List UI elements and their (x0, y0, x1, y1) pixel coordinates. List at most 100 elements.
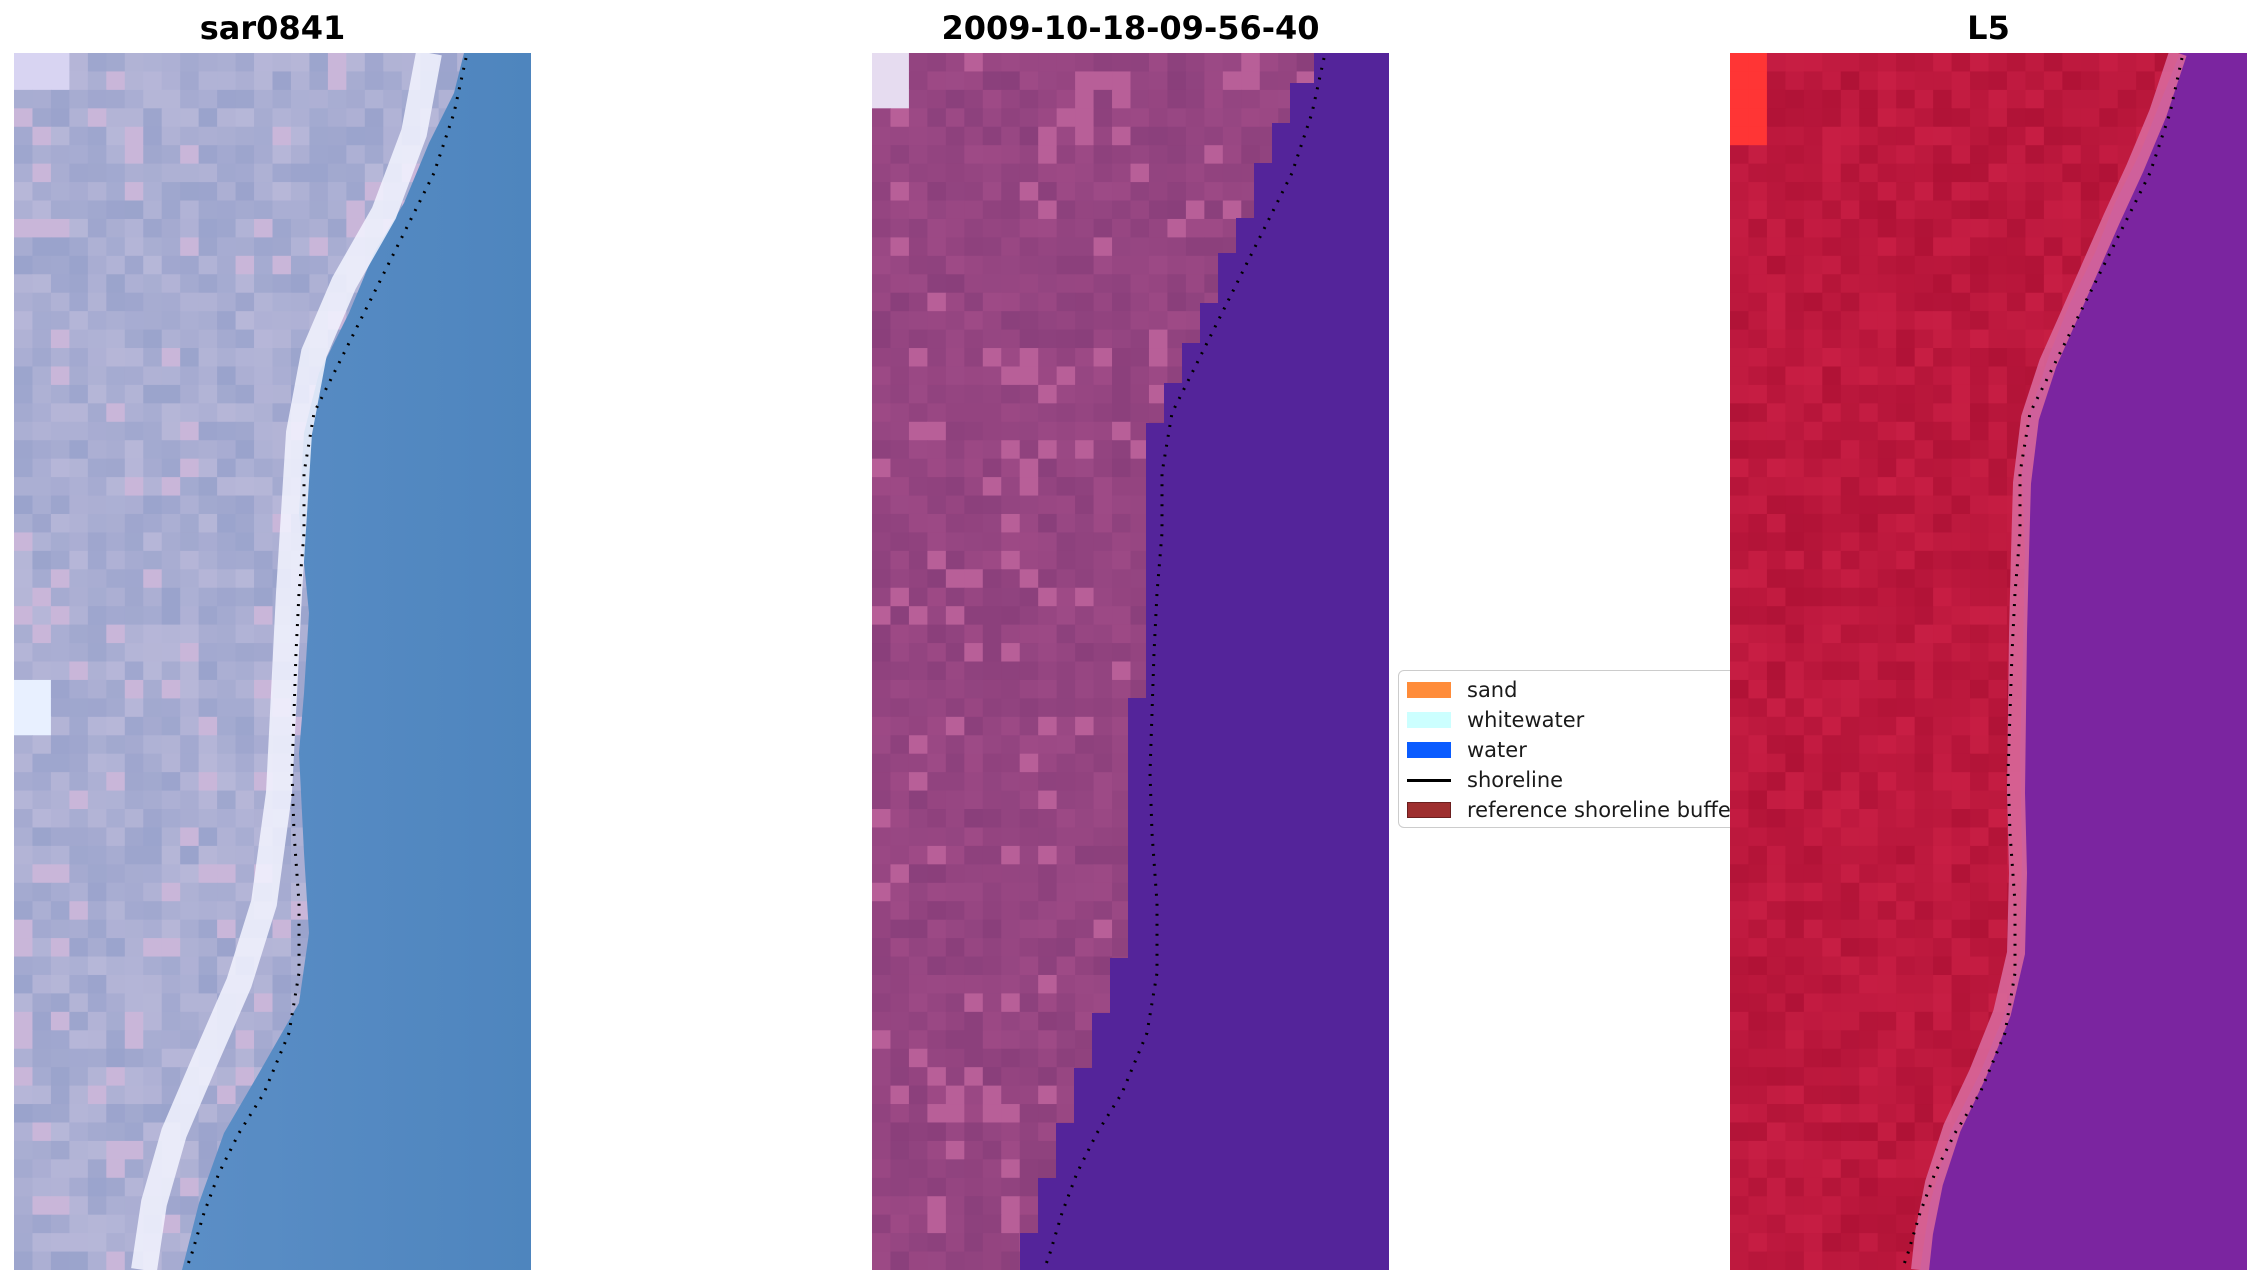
image-pixel (1038, 108, 1058, 128)
image-pixel (1019, 643, 1039, 663)
image-pixel (1970, 403, 1990, 423)
image-pixel (143, 624, 163, 644)
image-pixel (1896, 845, 1916, 865)
image-pixel (180, 938, 200, 958)
image-pixel (217, 753, 237, 773)
image-pixel (254, 513, 274, 534)
image-pixel (1840, 809, 1860, 829)
image-pixel (1988, 366, 2008, 386)
image-pixel (143, 384, 163, 404)
image-pixel (69, 1048, 89, 1068)
image-pixel (87, 1251, 107, 1270)
image-pixel (180, 1011, 200, 1031)
image-pixel (1019, 993, 1039, 1013)
image-pixel (217, 938, 237, 958)
image-pixel (272, 993, 292, 1013)
image-pixel (1730, 772, 1750, 792)
image-pixel (198, 569, 218, 589)
image-pixel (161, 89, 181, 109)
image-pixel (1019, 1067, 1039, 1087)
image-pixel (106, 956, 126, 976)
image-pixel (1822, 108, 1842, 128)
image-pixel (124, 292, 144, 312)
image-pixel (1730, 200, 1750, 220)
image-pixel (1840, 513, 1860, 534)
image-pixel (1038, 421, 1058, 441)
image-pixel (198, 790, 218, 810)
image-pixel (1877, 71, 1897, 91)
image-pixel (1859, 421, 1879, 441)
image-pixel (50, 1159, 70, 1179)
image-pixel (945, 1122, 965, 1142)
image-pixel (2062, 218, 2082, 238)
image-pixel (50, 458, 70, 478)
image-pixel (50, 772, 70, 792)
image-pixel (927, 495, 947, 515)
image-pixel (1970, 348, 1990, 368)
image-pixel (1766, 698, 1786, 718)
image-pixel (1766, 366, 1786, 386)
image-pixel (1056, 753, 1076, 773)
image-pixel (1766, 458, 1786, 478)
image-pixel (872, 274, 892, 294)
image-pixel (908, 440, 928, 460)
image-pixel (1730, 384, 1750, 404)
image-pixel (1766, 348, 1786, 368)
image-pixel (1185, 126, 1205, 146)
image-pixel (1840, 624, 1860, 644)
image-pixel (1019, 145, 1039, 165)
image-pixel (364, 108, 384, 128)
image-pixel (927, 938, 947, 958)
image-pixel (14, 89, 34, 109)
image-pixel (1896, 698, 1916, 718)
image-pixel (1093, 182, 1113, 202)
image-pixel (143, 311, 163, 331)
image-pixel (50, 495, 70, 515)
image-pixel (2025, 53, 2045, 73)
image-pixel (32, 200, 52, 220)
image-pixel (235, 145, 255, 165)
image-pixel (1130, 532, 1150, 552)
image-pixel (346, 126, 366, 146)
image-pixel (1840, 790, 1860, 810)
image-pixel (1075, 440, 1095, 460)
image-pixel (890, 1214, 910, 1234)
image-pixel (1896, 329, 1916, 349)
image-pixel (982, 790, 1002, 810)
image-pixel (1204, 71, 1224, 91)
image-pixel (1914, 864, 1934, 884)
image-pixel (1748, 71, 1768, 91)
image-pixel (872, 1085, 892, 1105)
image-pixel (1988, 108, 2008, 128)
image-pixel (2043, 145, 2063, 165)
image-pixel (1038, 532, 1058, 552)
image-pixel (1019, 200, 1039, 220)
image-pixel (235, 163, 255, 183)
image-pixel (2062, 71, 2082, 91)
image-pixel (908, 1011, 928, 1031)
image-pixel (1877, 477, 1897, 497)
image-pixel (69, 716, 89, 736)
rgb-image (14, 53, 531, 1270)
image-pixel (198, 919, 218, 939)
image-pixel (1933, 421, 1953, 441)
image-pixel (1970, 71, 1990, 91)
image-pixel (872, 53, 892, 73)
image-pixel (2099, 126, 2119, 146)
image-pixel (32, 274, 52, 294)
image-pixel (1859, 882, 1879, 902)
image-pixel (1896, 421, 1916, 441)
image-pixel (106, 587, 126, 607)
image-pixel (1056, 255, 1076, 275)
image-pixel (1038, 845, 1058, 865)
image-pixel (106, 71, 126, 91)
image-pixel (1056, 366, 1076, 386)
image-pixel (945, 679, 965, 699)
image-pixel (2043, 200, 2063, 220)
image-pixel (1001, 513, 1021, 534)
image-pixel (1877, 845, 1897, 865)
image-pixel (1988, 421, 2008, 441)
image-pixel (1001, 919, 1021, 939)
image-pixel (1019, 1030, 1039, 1050)
image-pixel (927, 606, 947, 626)
